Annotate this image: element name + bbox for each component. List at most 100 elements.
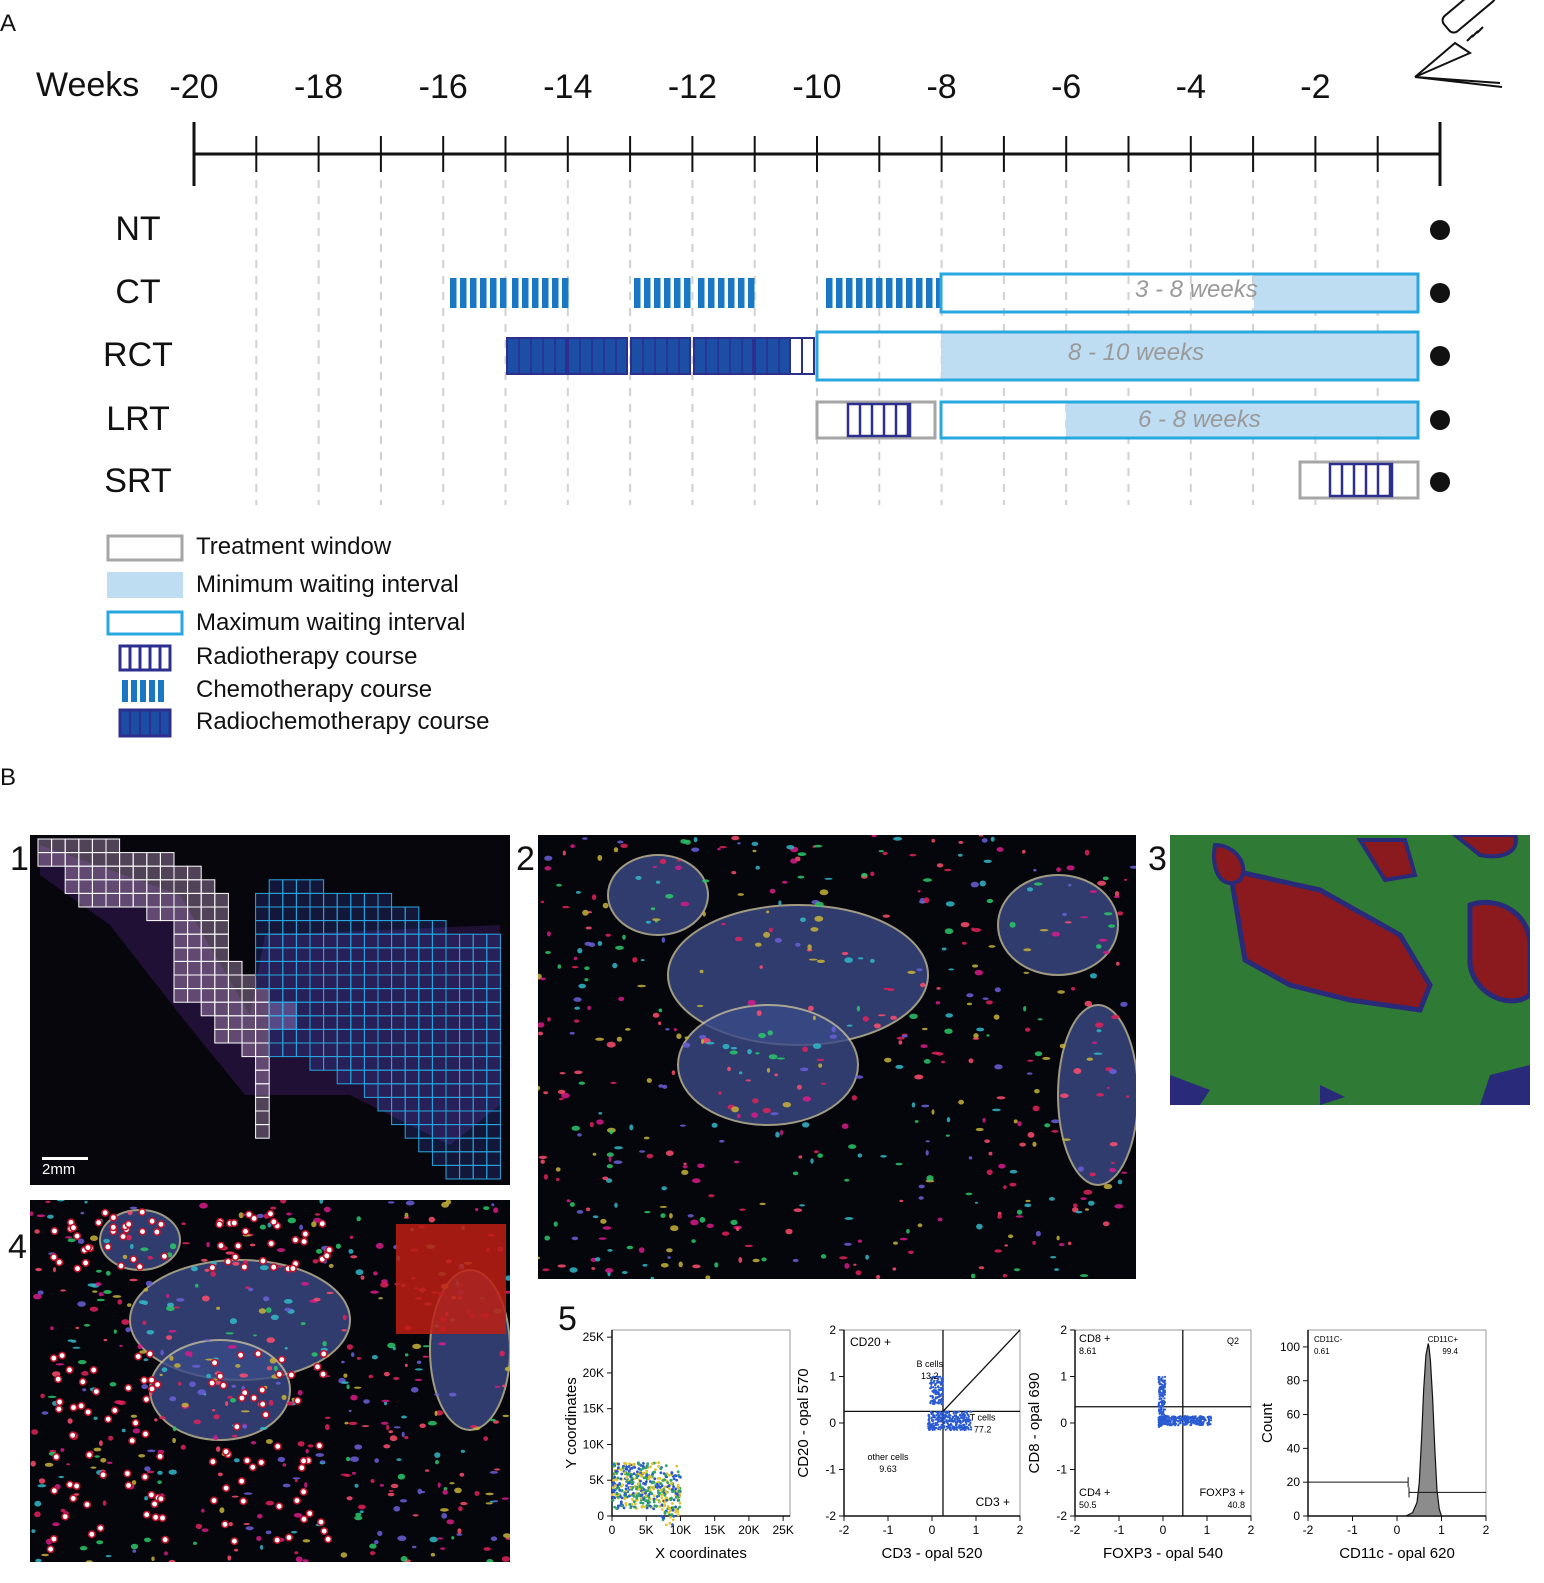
cell <box>598 1237 607 1240</box>
cell <box>30 1460 36 1467</box>
chemo-bar <box>542 278 549 308</box>
cell <box>734 936 743 942</box>
cell <box>98 1292 104 1297</box>
plot-frame <box>1307 1329 1487 1517</box>
cell <box>684 1036 689 1040</box>
cell <box>755 865 760 870</box>
cell-marker <box>131 1418 140 1427</box>
chemo-bar <box>876 278 883 308</box>
cell <box>994 1064 1003 1070</box>
cell <box>974 1201 979 1204</box>
x-tick-label: 25K <box>772 1523 793 1537</box>
cell <box>270 1314 279 1320</box>
cell <box>878 850 884 853</box>
cell <box>81 1371 89 1376</box>
cell <box>680 901 690 907</box>
cell <box>1051 1130 1059 1133</box>
cell <box>960 922 970 928</box>
week-tick-label: -8 <box>926 68 957 106</box>
cell <box>60 1448 65 1452</box>
chemo-bar <box>674 278 681 308</box>
cell <box>326 1291 334 1295</box>
y-tick-label: 15K <box>583 1402 604 1416</box>
cell-marker <box>148 1217 157 1226</box>
cell <box>683 1162 687 1165</box>
cell <box>898 1040 903 1045</box>
y-axis-label: Y coordinates <box>563 1377 580 1468</box>
cell <box>873 1023 881 1029</box>
cell <box>632 957 638 963</box>
cell <box>1066 865 1075 871</box>
cell <box>446 1519 455 1525</box>
cell <box>430 1552 436 1557</box>
cell-marker <box>141 1430 150 1439</box>
cell <box>225 1332 234 1335</box>
cell <box>617 840 624 844</box>
cell <box>37 1290 44 1295</box>
cell <box>958 853 963 857</box>
cell <box>126 1234 132 1241</box>
cell <box>612 962 618 969</box>
cell-marker <box>134 1352 143 1361</box>
cell <box>399 1499 408 1503</box>
cell <box>375 1242 384 1249</box>
cell <box>935 1001 941 1005</box>
cell-marker <box>319 1349 328 1358</box>
cell <box>387 1201 395 1204</box>
legend-chemotherapy-swatch <box>122 680 164 702</box>
cell <box>538 1031 543 1036</box>
cell <box>396 1458 402 1461</box>
cell <box>260 1545 264 1550</box>
cell <box>640 959 645 962</box>
cell <box>483 1547 491 1551</box>
cell <box>238 1212 244 1219</box>
cell <box>556 883 562 887</box>
cell <box>117 1299 123 1305</box>
cell <box>305 1448 309 1454</box>
cell <box>280 1200 287 1204</box>
cell <box>1027 1132 1035 1138</box>
cell <box>410 1387 419 1393</box>
cell <box>882 914 890 918</box>
cell <box>906 1229 910 1234</box>
scatter-point <box>670 1513 674 1517</box>
cell <box>190 1266 198 1272</box>
chemo-bar <box>644 278 651 308</box>
legend-radiotherapy-swatch <box>118 644 172 672</box>
cell-marker <box>49 1253 58 1262</box>
cell <box>755 1052 760 1055</box>
cell <box>1002 1273 1008 1278</box>
cell <box>189 1381 196 1387</box>
cell <box>127 1210 133 1216</box>
y-tick-label: 5K <box>589 1473 604 1487</box>
cell <box>1086 1057 1094 1061</box>
cell <box>670 1225 679 1232</box>
row-label-rct: RCT <box>103 336 173 374</box>
cell <box>90 1466 97 1469</box>
cell <box>756 1010 762 1016</box>
cell <box>45 1200 51 1203</box>
cell <box>557 964 562 969</box>
cell <box>774 1073 779 1077</box>
cell <box>570 844 575 848</box>
cell-marker <box>300 1237 309 1246</box>
cell-marker <box>58 1351 67 1360</box>
cell <box>731 835 740 841</box>
cell <box>441 1512 448 1519</box>
cell <box>736 1227 740 1231</box>
cell <box>90 1235 98 1241</box>
cell <box>961 941 967 945</box>
cell <box>47 1214 54 1219</box>
cell-marker <box>319 1370 328 1379</box>
cell <box>945 1013 953 1018</box>
cell <box>639 1150 646 1153</box>
cell <box>108 1435 114 1441</box>
cell <box>201 1258 208 1262</box>
cell <box>965 1192 973 1196</box>
cell <box>890 1015 897 1020</box>
cell <box>503 1533 510 1538</box>
scatter-point <box>677 1473 681 1477</box>
cell <box>390 1483 399 1489</box>
cell <box>284 1346 288 1350</box>
cell <box>34 1511 41 1518</box>
